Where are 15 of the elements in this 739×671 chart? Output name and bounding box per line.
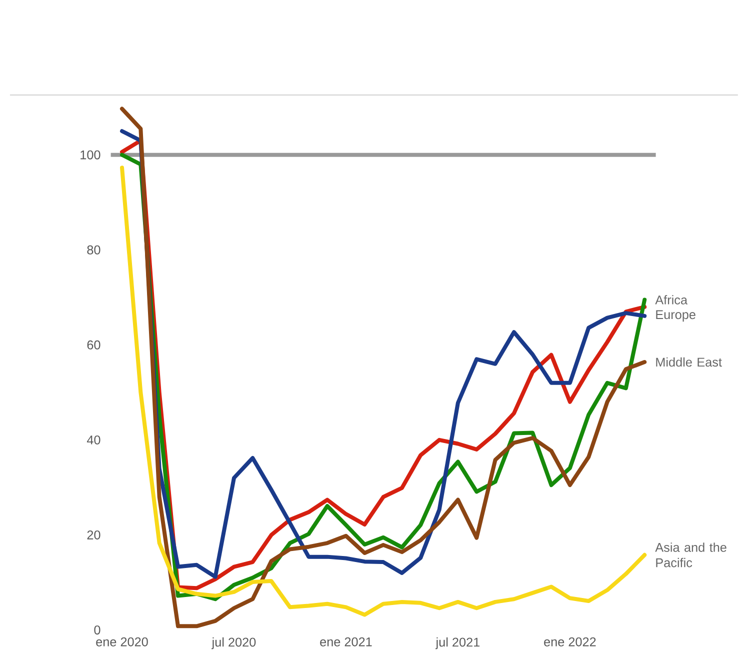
x-tick-label: jul 2020 — [211, 637, 256, 650]
y-tick-label: 80 — [87, 245, 100, 254]
series-label: Africa — [655, 295, 688, 304]
x-tick-label: ene 2022 — [544, 637, 596, 646]
x-tick-label: ene 2020 — [96, 637, 148, 646]
y-tick-label: 20 — [87, 530, 100, 540]
series-label: Middle East — [656, 357, 722, 367]
y-tick-label: 100 — [80, 150, 100, 160]
y-tick-label: 40 — [86, 435, 100, 444]
series-label: Asia and the Pacific — [655, 542, 726, 568]
y-tick-label: 0 — [94, 626, 100, 634]
y-tick-label: 60 — [87, 340, 100, 350]
series-label: Europe — [656, 310, 696, 322]
x-tick-label: jul 2021 — [435, 637, 480, 650]
x-tick-label: ene 2021 — [320, 637, 372, 646]
